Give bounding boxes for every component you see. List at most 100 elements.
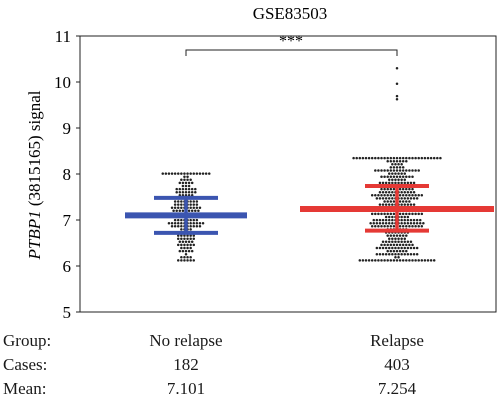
data-point [194,190,197,194]
cases-relapse: 403 [384,355,410,374]
data-point [406,197,410,200]
data-point [408,225,411,228]
data-point [403,203,406,206]
data-point [401,166,405,169]
data-point [361,156,365,160]
data-point [417,212,420,216]
data-point [183,259,186,262]
data-point [181,187,185,191]
data-point [377,156,380,160]
data-point [180,225,183,228]
data-point [395,97,399,101]
data-point [401,159,405,163]
data-point [388,181,391,185]
beeswarm-chart: GSE83503 PTBP1 (3815165) signal 5 6 7 8 9 10 1… [25,4,497,322]
data-point [177,206,180,209]
data-point [189,203,192,206]
data-point [400,237,403,240]
data-point [201,172,205,175]
data-point [358,259,362,262]
data-point [370,156,374,160]
data-point [184,184,188,188]
data-point [183,172,186,175]
data-point [173,172,177,175]
data-point [383,156,386,160]
data-point [197,209,200,213]
data-point [391,240,394,244]
data-point [432,156,436,160]
data-point [161,172,164,175]
data-point [408,194,411,197]
data-point [389,259,393,262]
data-point [417,259,420,262]
data-point [405,225,408,228]
data-point [395,169,399,172]
data-point [398,159,402,163]
data-point [384,240,388,244]
data-point [406,181,410,185]
data-point [192,218,195,222]
data-point [370,212,374,216]
data-point [192,243,195,247]
data-point [401,212,405,216]
data-point [405,212,408,216]
data-point [167,172,171,175]
data-point [403,178,406,182]
data-point [377,259,380,262]
data-point [378,252,382,256]
data-point [420,212,424,216]
y-tick-label: 9 [63,119,72,138]
data-point [177,172,180,175]
data-point [183,175,186,178]
data-point [398,249,402,253]
data-point [374,259,377,262]
data-point [170,206,174,209]
data-point [384,181,388,185]
data-point [177,237,180,240]
data-point [181,240,185,244]
data-point [403,252,406,256]
data-point [187,187,191,191]
data-point [400,252,403,256]
data-point [364,156,368,160]
data-point [411,259,414,262]
data-point [391,221,394,225]
significance-stars: *** [279,33,303,50]
data-point [381,246,385,250]
y-tick-label: 10 [54,73,71,92]
data-point [178,190,182,194]
data-point [173,218,177,222]
data-point [389,249,393,253]
data-point [401,259,405,262]
data-point [386,194,389,197]
data-point [391,218,394,222]
data-point [389,194,393,197]
data-point [167,221,171,225]
data-point [370,194,374,197]
data-point [181,209,185,213]
data-point [392,234,396,237]
data-point [420,259,424,262]
data-point [384,218,388,222]
data-point [417,156,420,160]
data-point [401,249,405,253]
data-point [186,237,189,240]
data-point [177,200,180,203]
data-point [406,215,410,219]
data-point [192,234,195,237]
plot-frame [79,35,497,313]
data-point [400,215,403,219]
data-point [180,259,183,262]
data-point [408,169,411,172]
data-point [406,190,410,194]
y-axis: 5 6 7 8 9 10 11 [54,27,80,322]
data-point [395,243,399,247]
data-point [386,169,389,172]
data-point [401,225,405,228]
data-point [403,190,406,194]
data-point [391,190,394,194]
data-point [384,215,388,219]
data-point [183,234,186,237]
data-point [180,234,183,237]
y-tick-label: 5 [63,303,72,322]
